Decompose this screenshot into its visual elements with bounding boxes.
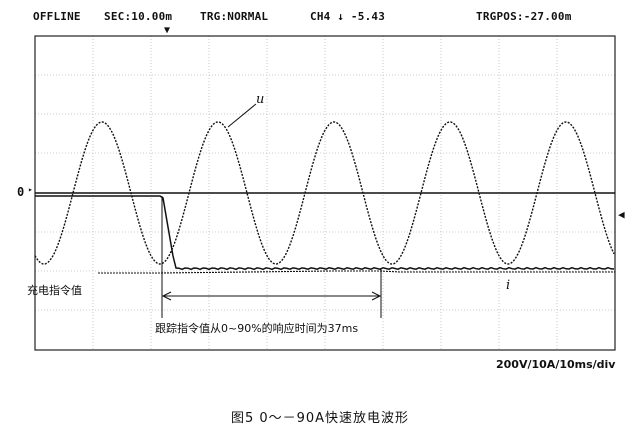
voltage-trace-u <box>34 121 615 265</box>
trigger-position-icon: ▼ <box>164 25 171 36</box>
response-time-label: 跟踪指令值从0~90%的响应时间为37ms <box>155 322 359 335</box>
u-label-leader <box>227 103 257 128</box>
zero-level-marker-icon: ▸ <box>28 185 33 194</box>
mode-status: OFFLINE <box>33 10 81 23</box>
charge-command-trace <box>98 270 615 274</box>
channel-status: CH4 ↓ -5.43 <box>310 10 386 23</box>
current-trace-i <box>35 195 615 271</box>
figure-caption: 图5 0～－90A快速放电波形 <box>230 411 410 426</box>
charge-command-label: 充电指令值 <box>27 284 82 297</box>
channel-offset-icon: ◀ <box>618 208 625 221</box>
i-trace-label: i <box>506 278 511 293</box>
response-time-dimension <box>161 196 382 318</box>
trigger-position-status: TRGPOS:-27.00m <box>476 10 572 23</box>
u-trace-label: u <box>256 92 265 107</box>
trigger-mode-status: TRG:NORMAL <box>200 10 269 23</box>
zero-level-label: 0 <box>17 185 25 199</box>
scale-label: 200V/10A/10ms/div <box>496 358 616 371</box>
timebase-status: SEC:10.00m <box>104 10 173 23</box>
